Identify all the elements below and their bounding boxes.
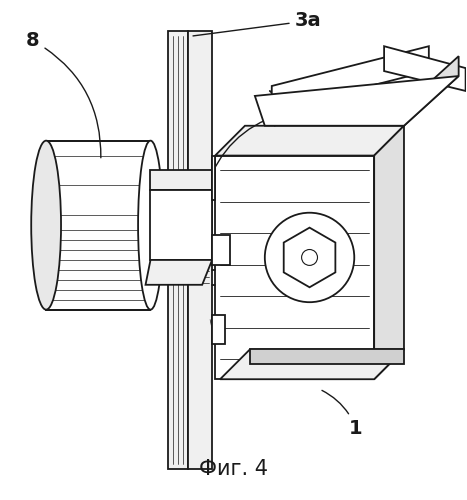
- Polygon shape: [404, 56, 459, 126]
- Ellipse shape: [31, 140, 61, 310]
- Text: 3а: 3а: [193, 12, 321, 36]
- Text: Фиг. 4: Фиг. 4: [198, 458, 268, 478]
- Polygon shape: [215, 126, 404, 156]
- Polygon shape: [215, 156, 374, 379]
- Polygon shape: [272, 46, 429, 111]
- Text: 8: 8: [26, 31, 101, 158]
- Polygon shape: [384, 46, 466, 91]
- Text: 1: 1: [322, 390, 363, 438]
- Polygon shape: [188, 32, 212, 469]
- Circle shape: [265, 212, 354, 302]
- Polygon shape: [150, 190, 212, 260]
- Polygon shape: [250, 350, 404, 364]
- Polygon shape: [220, 350, 404, 379]
- Polygon shape: [212, 156, 215, 200]
- Polygon shape: [169, 32, 188, 469]
- Polygon shape: [146, 260, 212, 285]
- Polygon shape: [150, 170, 212, 190]
- Circle shape: [302, 250, 318, 266]
- Text: 10: 10: [206, 101, 311, 188]
- Polygon shape: [374, 126, 404, 379]
- Polygon shape: [46, 140, 150, 310]
- Ellipse shape: [138, 140, 163, 310]
- Polygon shape: [212, 235, 230, 265]
- Polygon shape: [212, 314, 225, 344]
- Polygon shape: [255, 76, 459, 126]
